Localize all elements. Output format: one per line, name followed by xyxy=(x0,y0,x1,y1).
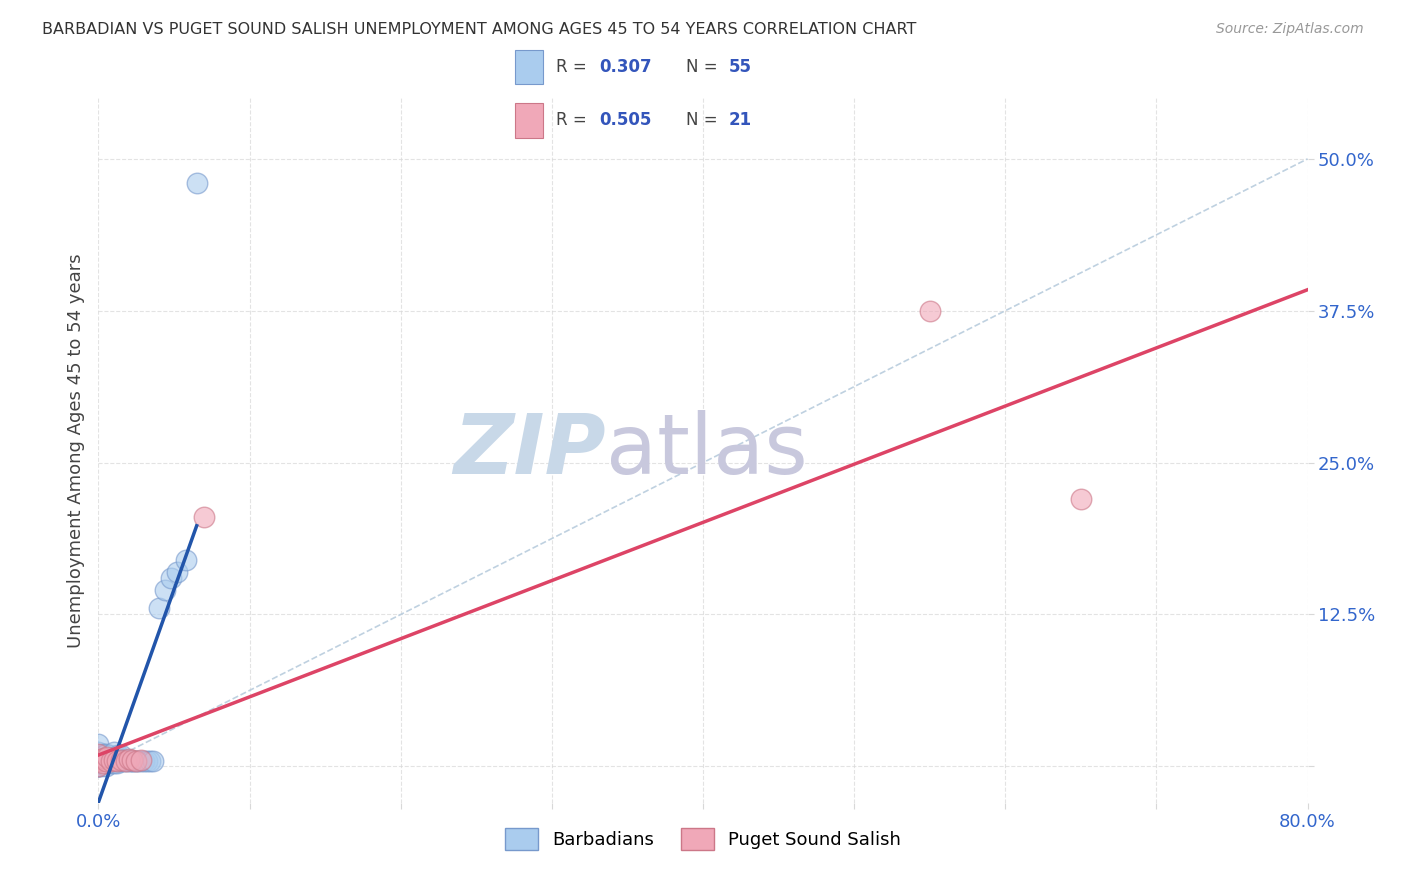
Point xyxy=(103,756,125,770)
Point xyxy=(94,747,117,762)
Text: R =: R = xyxy=(555,112,592,129)
Point xyxy=(129,755,152,769)
Point xyxy=(87,759,110,773)
Point xyxy=(91,756,114,770)
Point xyxy=(121,753,143,767)
Point xyxy=(94,753,117,767)
Point xyxy=(110,755,132,769)
Point xyxy=(114,755,136,769)
Point xyxy=(122,755,145,769)
Point xyxy=(87,749,110,764)
Point xyxy=(93,748,115,763)
Point xyxy=(121,755,143,769)
Point xyxy=(127,755,149,769)
Point xyxy=(125,755,148,769)
Text: N =: N = xyxy=(686,58,723,76)
Point xyxy=(120,755,142,769)
Point xyxy=(112,755,135,769)
Point xyxy=(103,745,125,759)
Point xyxy=(107,755,129,769)
Legend: Barbadians, Puget Sound Salish: Barbadians, Puget Sound Salish xyxy=(498,821,908,857)
Point xyxy=(94,759,117,773)
Text: ZIP: ZIP xyxy=(454,410,606,491)
Point xyxy=(107,748,129,763)
Point xyxy=(96,749,118,764)
Point xyxy=(90,759,112,773)
Point xyxy=(135,755,157,769)
Point xyxy=(125,755,148,769)
Text: R =: R = xyxy=(555,58,592,76)
Text: Source: ZipAtlas.com: Source: ZipAtlas.com xyxy=(1216,22,1364,37)
Point xyxy=(103,751,125,765)
Point xyxy=(118,752,141,766)
Point xyxy=(93,751,115,765)
Text: atlas: atlas xyxy=(606,410,808,491)
Point xyxy=(148,601,170,615)
Text: BARBADIAN VS PUGET SOUND SALISH UNEMPLOYMENT AMONG AGES 45 TO 54 YEARS CORRELATI: BARBADIAN VS PUGET SOUND SALISH UNEMPLOY… xyxy=(42,22,917,37)
Point xyxy=(100,756,122,770)
Point xyxy=(90,752,112,766)
Point xyxy=(105,755,128,769)
Point xyxy=(142,755,165,769)
Text: 0.505: 0.505 xyxy=(599,112,651,129)
Point xyxy=(186,176,208,190)
Point xyxy=(129,753,152,767)
Text: 0.307: 0.307 xyxy=(599,58,651,76)
Point xyxy=(104,753,127,767)
Point xyxy=(132,755,155,769)
Point xyxy=(105,756,128,770)
Point xyxy=(100,751,122,765)
FancyBboxPatch shape xyxy=(516,103,543,137)
Point xyxy=(87,753,110,767)
Point xyxy=(105,749,128,764)
Point xyxy=(87,747,110,762)
Point xyxy=(101,753,124,767)
Point xyxy=(89,755,111,769)
Point xyxy=(174,553,197,567)
Point xyxy=(110,748,132,763)
Text: 55: 55 xyxy=(728,58,752,76)
Text: 21: 21 xyxy=(728,112,752,129)
Point xyxy=(114,753,136,767)
Point xyxy=(100,755,122,769)
Point xyxy=(87,753,110,767)
Point xyxy=(87,759,110,773)
Point xyxy=(108,753,131,767)
Point xyxy=(918,303,941,318)
Point xyxy=(87,759,110,773)
Point xyxy=(94,755,117,769)
Point xyxy=(103,753,125,767)
Point xyxy=(96,749,118,764)
Point xyxy=(90,752,112,766)
Point xyxy=(87,759,110,773)
Y-axis label: Unemployment Among Ages 45 to 54 years: Unemployment Among Ages 45 to 54 years xyxy=(66,253,84,648)
Point xyxy=(96,756,118,770)
Point xyxy=(110,753,132,767)
Point xyxy=(87,745,110,759)
Point xyxy=(193,510,215,524)
Point xyxy=(1070,491,1092,506)
Point xyxy=(139,755,162,769)
Text: N =: N = xyxy=(686,112,723,129)
Point xyxy=(153,583,176,598)
Point xyxy=(91,747,114,762)
Point xyxy=(93,755,115,769)
Point xyxy=(91,756,114,770)
Point xyxy=(98,755,121,769)
Point xyxy=(118,753,141,767)
Point xyxy=(87,738,110,752)
Point xyxy=(166,565,188,579)
Point xyxy=(115,755,138,769)
Point xyxy=(111,753,134,767)
FancyBboxPatch shape xyxy=(516,50,543,85)
Point xyxy=(98,748,121,763)
Point xyxy=(160,571,183,585)
